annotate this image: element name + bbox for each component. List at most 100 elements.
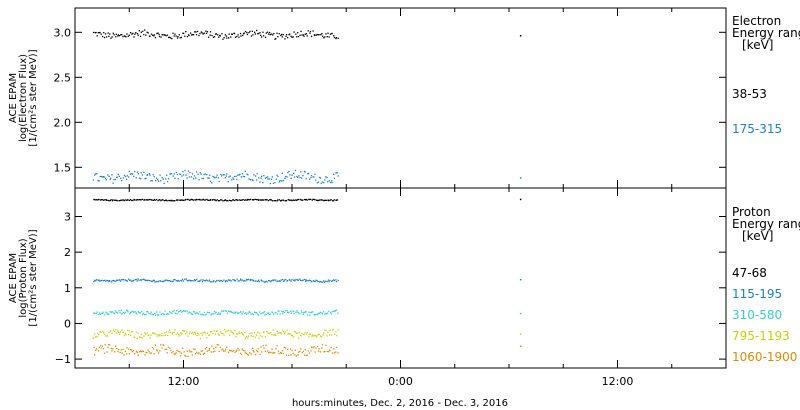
data-point: [315, 347, 317, 349]
data-point: [285, 35, 287, 37]
data-point: [204, 199, 207, 201]
data-point: [187, 355, 189, 357]
data-point: [295, 355, 297, 357]
data-point: [181, 278, 184, 280]
data-point: [286, 34, 288, 36]
data-point: [201, 280, 204, 283]
data-point: [156, 350, 159, 352]
data-point: [199, 353, 202, 355]
data-point: [111, 200, 114, 202]
data-point: [290, 312, 293, 314]
data-point: [126, 199, 128, 201]
data-point: [267, 332, 269, 334]
data-point: [189, 351, 191, 353]
data-point: [254, 31, 256, 33]
data-point: [93, 280, 95, 283]
data-point: [117, 34, 119, 36]
data-point: [154, 344, 156, 346]
data-point: [292, 36, 294, 38]
data-point: [303, 198, 306, 201]
data-point: [255, 175, 257, 177]
data-point: [290, 35, 292, 37]
data-point: [130, 331, 132, 333]
data-point: [241, 348, 243, 350]
data-point: [216, 330, 218, 332]
data-point: [289, 333, 291, 335]
data-point: [296, 175, 298, 178]
data-point: [269, 280, 271, 282]
series-310-580: [93, 309, 522, 316]
data-point: [150, 311, 152, 313]
data-point: [161, 332, 163, 334]
data-point: [196, 351, 198, 353]
data-point: [123, 335, 125, 337]
data-point: [180, 332, 182, 334]
data-point: [95, 173, 97, 175]
data-point: [208, 280, 210, 282]
data-point: [155, 281, 158, 283]
data-point: [293, 312, 295, 315]
data-point: [269, 351, 271, 353]
data-point: [305, 33, 307, 35]
data-point: [120, 177, 122, 179]
data-point: [97, 332, 99, 334]
data-point: [297, 354, 299, 356]
data-point: [116, 312, 119, 314]
data-point: [323, 311, 325, 313]
data-point: [223, 279, 225, 281]
data-point: [112, 182, 114, 184]
data-point: [173, 173, 175, 175]
data-point: [291, 279, 293, 281]
data-point: [205, 32, 208, 34]
data-point: [103, 333, 106, 335]
data-point: [237, 347, 239, 350]
data-point: [244, 350, 246, 352]
data-point: [329, 329, 331, 332]
data-point: [256, 173, 258, 175]
data-point: [173, 200, 175, 202]
data-point: [225, 331, 227, 333]
data-point: [214, 350, 216, 352]
data-point: [274, 200, 276, 202]
data-point: [311, 335, 313, 337]
data-point: [187, 34, 190, 36]
data-point: [103, 36, 106, 39]
data-point: [101, 345, 104, 347]
data-point: [235, 350, 237, 352]
data-point: [140, 336, 142, 338]
data-point: [313, 314, 315, 316]
data-point: [302, 34, 304, 36]
data-point: [189, 199, 191, 201]
data-point: [124, 175, 127, 178]
data-point: [180, 36, 182, 39]
data-point: [270, 332, 272, 334]
data-point: [242, 334, 244, 336]
data-point: [195, 198, 198, 200]
data-point: [263, 175, 265, 177]
data-point: [136, 313, 138, 315]
data-point: [99, 175, 101, 178]
data-point: [262, 331, 264, 333]
data-point: [108, 313, 110, 315]
data-point: [124, 350, 126, 352]
data-point: [129, 173, 131, 175]
data-point: [208, 311, 210, 314]
data-point: [305, 354, 307, 357]
series-115-195: [93, 278, 522, 283]
data-point: [290, 199, 292, 201]
data-point: [188, 176, 191, 178]
data-point: [291, 310, 293, 312]
data-point: [206, 350, 208, 352]
data-point: [192, 331, 194, 334]
data-point: [182, 330, 184, 332]
data-point: [105, 179, 107, 181]
data-point: [328, 334, 331, 336]
data-point: [225, 175, 227, 177]
data-point: [331, 311, 333, 313]
data-point: [194, 348, 196, 351]
data-point: [337, 37, 339, 39]
data-point: [195, 312, 198, 314]
data-point: [328, 310, 330, 312]
data-point: [136, 337, 138, 339]
data-point: [163, 313, 166, 315]
